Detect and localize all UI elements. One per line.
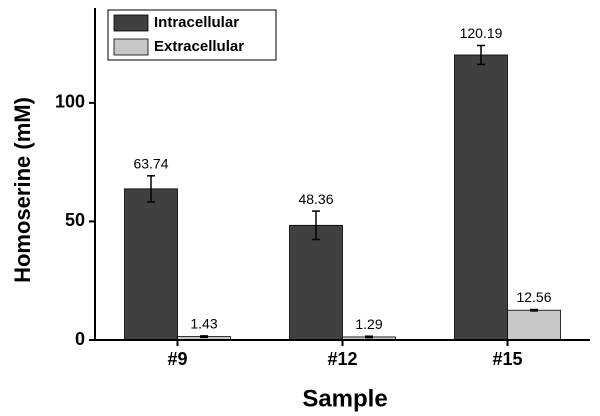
y-tick-label: 0 <box>75 329 85 349</box>
bar <box>507 309 561 341</box>
error-bar <box>365 335 373 339</box>
error-bar <box>147 175 155 203</box>
error-bar <box>477 44 485 66</box>
y-tick-label: 100 <box>55 92 85 112</box>
value-label: 63.74 <box>133 156 168 172</box>
legend-swatch <box>113 38 149 56</box>
value-label: 1.43 <box>190 316 217 332</box>
x-tick-label: #9 <box>167 349 187 369</box>
value-label: 12.56 <box>516 289 551 305</box>
error-bar <box>530 308 538 312</box>
x-tick-label: #12 <box>327 349 357 369</box>
legend-swatch <box>113 14 149 32</box>
value-label: 48.36 <box>298 191 333 207</box>
y-axis-title: Homoserine (mM) <box>10 97 35 283</box>
bar <box>289 224 343 341</box>
error-bar <box>312 210 320 241</box>
y-tick-label: 50 <box>65 210 85 230</box>
x-tick-label: #15 <box>492 349 522 369</box>
x-axis-title: Sample <box>302 385 387 412</box>
bar <box>124 188 178 341</box>
bar <box>454 54 508 341</box>
value-label: 120.19 <box>460 25 503 41</box>
value-label: 1.29 <box>355 316 382 332</box>
legend-label: Intracellular <box>154 14 239 31</box>
legend-label: Extracellular <box>154 38 244 55</box>
error-bar <box>200 335 208 339</box>
